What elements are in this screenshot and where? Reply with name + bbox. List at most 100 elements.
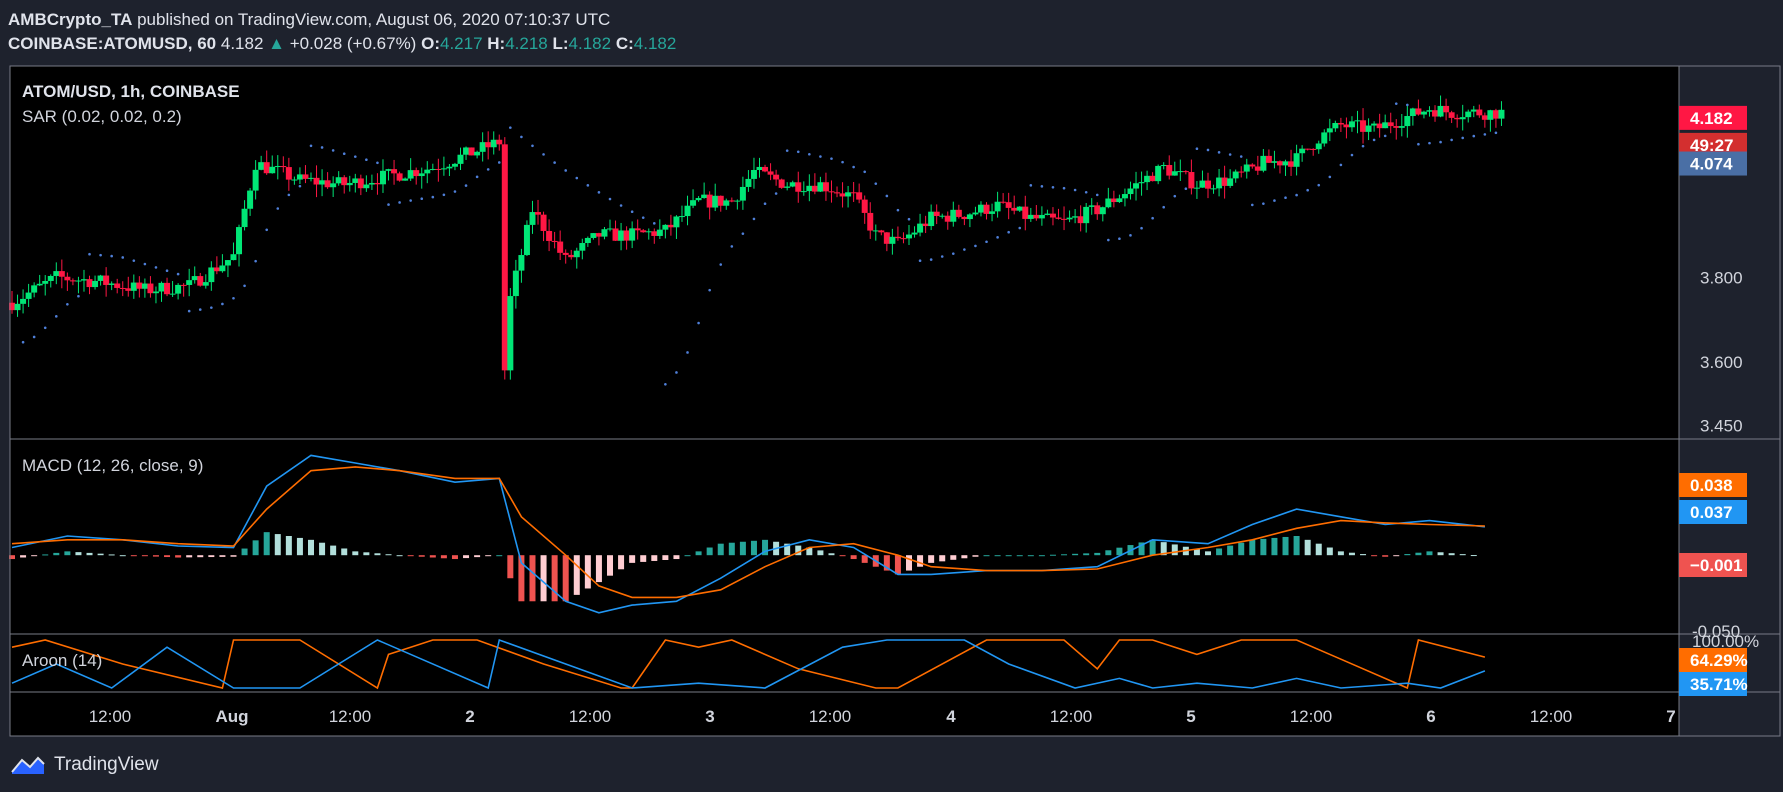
- candle[interactable]: [14, 294, 21, 317]
- candle[interactable]: [651, 228, 658, 244]
- candle[interactable]: [1127, 181, 1134, 200]
- candle[interactable]: [1454, 114, 1461, 128]
- candle[interactable]: [1343, 117, 1350, 139]
- candle[interactable]: [568, 249, 575, 260]
- candle[interactable]: [523, 220, 530, 257]
- candle[interactable]: [584, 236, 591, 247]
- candle[interactable]: [618, 222, 625, 251]
- candle[interactable]: [9, 291, 15, 314]
- candle[interactable]: [141, 278, 148, 298]
- candle[interactable]: [58, 259, 65, 289]
- candle[interactable]: [894, 226, 901, 241]
- candle[interactable]: [856, 183, 863, 204]
- candle[interactable]: [1304, 148, 1311, 151]
- candle[interactable]: [1254, 155, 1261, 175]
- candle[interactable]: [363, 175, 370, 192]
- candle[interactable]: [69, 278, 76, 286]
- candle[interactable]: [883, 232, 890, 252]
- candle[interactable]: [258, 155, 265, 171]
- candle[interactable]: [845, 185, 852, 208]
- candle[interactable]: [324, 172, 331, 189]
- candle[interactable]: [972, 206, 979, 216]
- candle[interactable]: [690, 189, 697, 209]
- candle[interactable]: [164, 277, 171, 297]
- candle[interactable]: [463, 146, 470, 160]
- candle[interactable]: [1265, 149, 1272, 164]
- last-price-tag[interactable]: 4.182: [1679, 105, 1747, 130]
- candle[interactable]: [224, 260, 231, 278]
- aroon-pane[interactable]: [11, 638, 1486, 690]
- candle[interactable]: [1459, 104, 1466, 131]
- candle[interactable]: [457, 147, 464, 170]
- candle[interactable]: [1487, 109, 1494, 132]
- candle[interactable]: [241, 200, 248, 231]
- candle[interactable]: [479, 132, 486, 162]
- candle[interactable]: [1398, 113, 1405, 137]
- candle[interactable]: [285, 157, 292, 191]
- candle[interactable]: [208, 261, 215, 291]
- sar-indicator-label[interactable]: SAR (0.02, 0.02, 0.2): [22, 107, 182, 126]
- candle[interactable]: [1083, 203, 1090, 233]
- candle[interactable]: [1199, 170, 1206, 188]
- candle[interactable]: [418, 167, 425, 189]
- candle[interactable]: [684, 195, 691, 226]
- candle[interactable]: [1321, 129, 1328, 147]
- candle[interactable]: [822, 172, 829, 201]
- candle[interactable]: [1310, 148, 1317, 156]
- candle[interactable]: [75, 276, 82, 294]
- candle[interactable]: [629, 221, 636, 249]
- candle[interactable]: [1393, 119, 1400, 140]
- candle[interactable]: [180, 283, 187, 297]
- candle[interactable]: [1160, 162, 1167, 170]
- candle[interactable]: [695, 196, 702, 202]
- candle[interactable]: [1271, 150, 1278, 169]
- candle[interactable]: [1061, 206, 1068, 231]
- candle[interactable]: [562, 249, 569, 264]
- candle[interactable]: [1232, 169, 1239, 183]
- candle[interactable]: [878, 229, 885, 236]
- candle[interactable]: [1138, 171, 1145, 196]
- candle[interactable]: [1121, 188, 1128, 207]
- candle[interactable]: [557, 230, 564, 260]
- candle[interactable]: [407, 158, 414, 181]
- candle[interactable]: [717, 195, 724, 212]
- candle[interactable]: [114, 278, 121, 294]
- candle[interactable]: [1348, 116, 1355, 132]
- candle[interactable]: [108, 281, 115, 291]
- candle[interactable]: [579, 238, 586, 260]
- candle[interactable]: [989, 203, 996, 222]
- candle[interactable]: [917, 213, 924, 237]
- candle[interactable]: [778, 178, 785, 189]
- macd-pane[interactable]: [9, 454, 1485, 614]
- candle[interactable]: [911, 226, 918, 238]
- candle[interactable]: [97, 274, 104, 286]
- candle[interactable]: [1481, 112, 1488, 128]
- candle[interactable]: [1044, 209, 1051, 216]
- candle[interactable]: [1166, 155, 1173, 180]
- candle[interactable]: [86, 275, 93, 295]
- candle[interactable]: [1465, 109, 1472, 123]
- candle[interactable]: [197, 272, 204, 287]
- sar-value-tag[interactable]: 4.074: [1679, 151, 1747, 176]
- candle[interactable]: [706, 191, 713, 220]
- candle[interactable]: [319, 169, 326, 197]
- aroon-down-tag[interactable]: 35.71%: [1679, 672, 1748, 696]
- candle[interactable]: [673, 215, 680, 239]
- candle[interactable]: [1182, 170, 1189, 175]
- candle[interactable]: [152, 286, 159, 304]
- candle[interactable]: [1260, 149, 1267, 173]
- candle[interactable]: [280, 156, 287, 173]
- candle[interactable]: [1038, 206, 1045, 226]
- candle[interactable]: [1432, 105, 1439, 122]
- candle[interactable]: [424, 161, 431, 184]
- candle[interactable]: [236, 224, 243, 267]
- candle[interactable]: [1005, 192, 1012, 220]
- candle[interactable]: [983, 202, 990, 220]
- candle[interactable]: [25, 283, 32, 307]
- candle[interactable]: [640, 229, 647, 233]
- candle[interactable]: [1243, 158, 1250, 179]
- aroon-up-tag[interactable]: 64.29%: [1679, 648, 1748, 672]
- candle[interactable]: [900, 232, 907, 244]
- candle[interactable]: [1177, 159, 1184, 181]
- candle[interactable]: [80, 269, 87, 292]
